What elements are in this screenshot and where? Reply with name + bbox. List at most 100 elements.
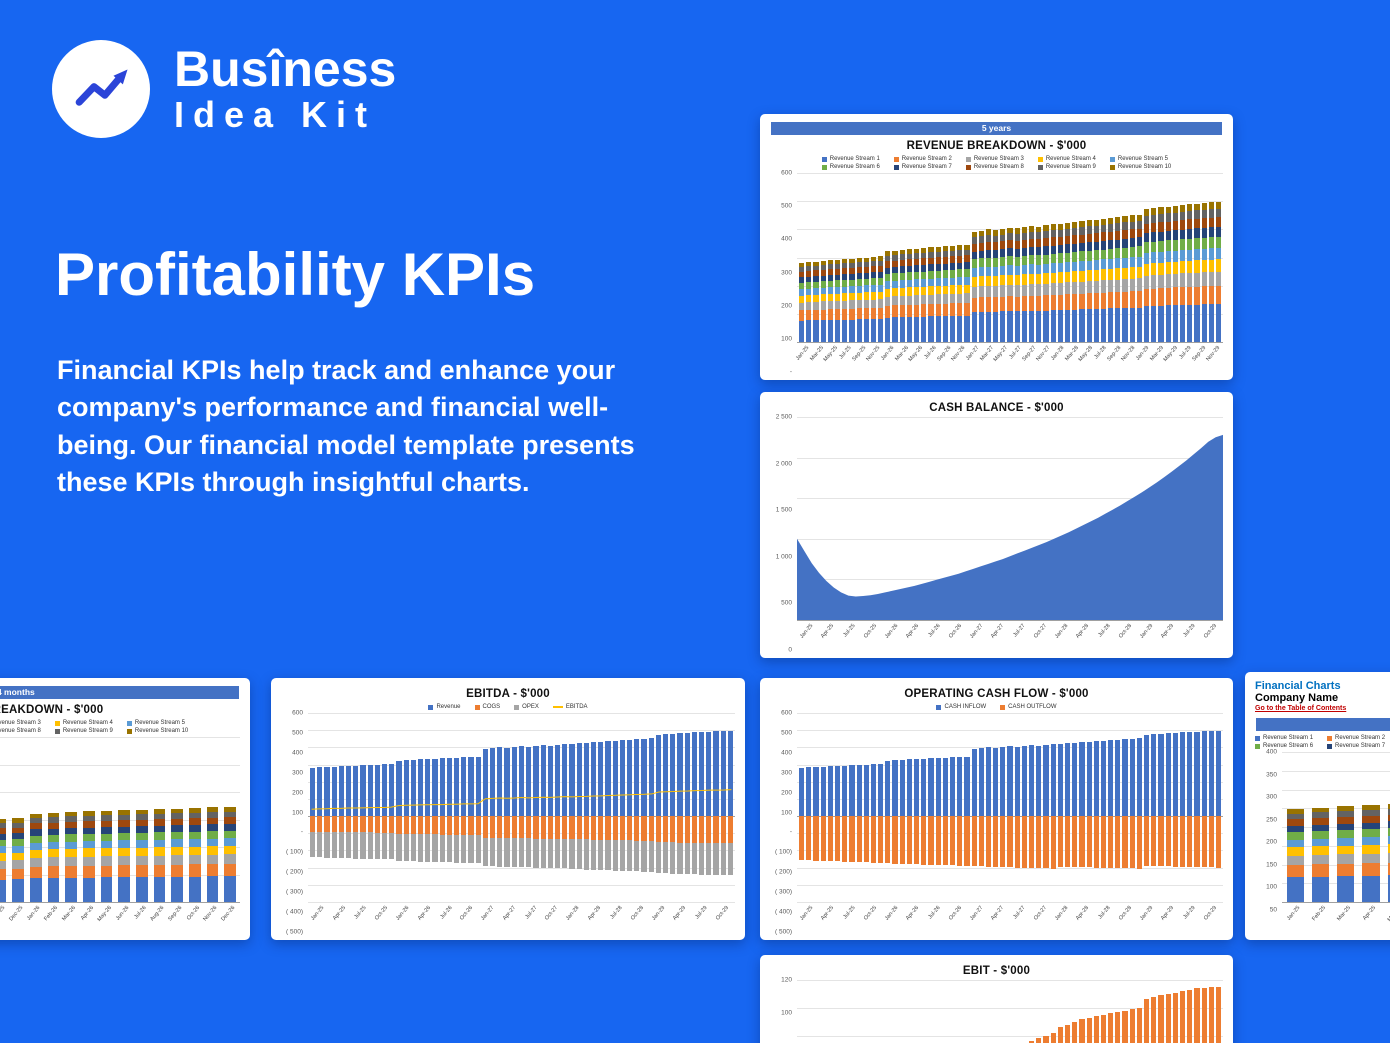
bar-segment — [1387, 862, 1390, 876]
legend-label: EBITDA — [565, 704, 588, 710]
bar-segment — [47, 812, 60, 818]
bar — [1014, 816, 1020, 902]
bar — [1201, 988, 1207, 1043]
bar-segment — [906, 279, 912, 288]
bar-segment — [1136, 214, 1142, 221]
bar-segment — [206, 807, 219, 813]
bar-segment — [928, 816, 934, 865]
negative-bars — [309, 816, 734, 902]
bar — [446, 816, 453, 902]
bar — [870, 257, 877, 342]
positive-bars — [798, 713, 1222, 817]
bar-segment — [310, 831, 316, 858]
bar — [511, 747, 517, 817]
bar-segment — [1194, 238, 1200, 250]
bar-segment — [1158, 251, 1164, 263]
gridline — [797, 902, 1223, 903]
bar — [827, 260, 833, 342]
bar-segment — [914, 279, 920, 287]
bar-segment — [1337, 863, 1355, 877]
bar-segment — [949, 245, 956, 251]
bar-segment — [856, 308, 862, 320]
y-tick-label: 300 — [781, 769, 792, 777]
table-of-contents-link[interactable]: Go to the Table of Contents — [1255, 705, 1347, 712]
bar-segment — [1158, 231, 1164, 242]
bar-segment — [189, 864, 201, 877]
bar-segment — [1079, 234, 1085, 243]
bar-segment — [1151, 223, 1157, 233]
bar-segment — [906, 816, 912, 865]
bar-segment — [849, 267, 855, 274]
x-tick-label: Jan-29 — [1135, 345, 1151, 362]
bar-segment — [1100, 240, 1107, 250]
bar-segment — [206, 864, 219, 877]
bar-segment — [497, 816, 503, 839]
bar — [518, 746, 525, 817]
bar — [425, 759, 431, 817]
bar-segment — [1208, 259, 1214, 273]
bar-segment — [870, 266, 877, 273]
bar-segment — [870, 261, 877, 267]
bar-segment — [1287, 855, 1305, 865]
bar-segment — [1144, 306, 1150, 342]
bar — [1014, 228, 1020, 342]
bar — [1115, 217, 1121, 342]
bar — [317, 767, 323, 817]
bar-segment — [1362, 815, 1380, 823]
bar-segment — [949, 285, 956, 294]
bar-segment — [1158, 274, 1164, 289]
bar-segment — [1014, 285, 1020, 297]
x-tick-label: Jan-25 — [309, 905, 326, 922]
bar-segment — [820, 301, 826, 310]
bar-segment — [698, 843, 705, 875]
bar-segment — [949, 269, 956, 278]
x-tick: Oct-27 — [543, 902, 564, 932]
bar-segment — [1093, 225, 1099, 234]
bar-segment — [1194, 218, 1200, 229]
bar-segment — [1187, 286, 1193, 305]
bar-segment — [1100, 224, 1107, 233]
bar-segment — [118, 877, 131, 902]
bar-segment — [1172, 273, 1178, 288]
bar — [310, 816, 316, 902]
y-tick-label: 400 — [292, 749, 303, 757]
bar-segment — [1201, 816, 1207, 868]
x-tick-label: Apr-25 — [820, 905, 836, 922]
bar-segment — [899, 272, 905, 281]
x-tick-label: Jan-27 — [968, 905, 985, 922]
bar-segment — [1043, 263, 1049, 274]
bar-segment — [189, 839, 201, 847]
legend-label: Revenue Stream 2 — [1335, 735, 1386, 741]
bar — [1208, 816, 1214, 902]
x-tick-label: Oct-25 — [862, 623, 879, 640]
bar-segment — [935, 294, 941, 304]
bar — [605, 816, 611, 902]
bar — [1100, 1014, 1107, 1043]
bar — [310, 767, 316, 817]
x-tick-label: Jul-27 — [1012, 623, 1027, 639]
bar-segment — [1100, 816, 1107, 868]
bar-segment — [65, 811, 78, 817]
bar-segment — [978, 276, 984, 287]
bar — [1158, 995, 1164, 1043]
x-tick-label: Jan-26 — [26, 905, 42, 922]
bar-segment — [1064, 222, 1071, 229]
bar-segment — [1086, 233, 1092, 243]
bar — [1179, 991, 1186, 1043]
bars — [798, 173, 1222, 342]
bar-segment — [878, 277, 884, 285]
bar-segment — [1337, 830, 1355, 838]
bar-segment — [1208, 202, 1214, 210]
bar-segment — [206, 812, 219, 818]
bar-segment — [914, 316, 920, 342]
bar-segment — [849, 273, 855, 280]
bar-segment — [1165, 230, 1171, 241]
x-tick: Jan-27 — [479, 902, 500, 932]
bar-segment — [834, 816, 841, 862]
bar-segment — [1021, 310, 1027, 342]
bar-segment — [1194, 260, 1200, 273]
gridline — [1282, 752, 1390, 753]
x-tick: Jan-29 — [1138, 620, 1159, 650]
bar-segment — [1172, 212, 1178, 221]
bar-segment — [1158, 214, 1164, 223]
